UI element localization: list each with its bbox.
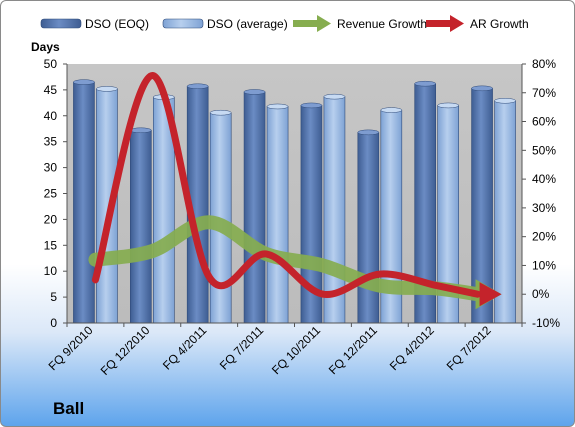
legend-ar-growth: AR Growth xyxy=(426,15,529,32)
bar-body xyxy=(494,100,516,324)
left-tick-label: 5 xyxy=(50,290,57,304)
legend-label: DSO (average) xyxy=(207,17,288,31)
legend-revenue-growth: Revenue Growth xyxy=(293,15,427,32)
bar-cap xyxy=(357,129,380,136)
bar-cap xyxy=(243,89,266,95)
bar-cap xyxy=(471,85,493,92)
legend: DSO (EOQ) DSO (average) Revenue Growth AR G… xyxy=(40,15,529,32)
legend-arrow-shaft xyxy=(293,20,319,27)
bar-dso-eoq xyxy=(414,80,436,324)
bar-dso-average xyxy=(494,98,516,324)
bar-body xyxy=(243,91,266,324)
right-tick-label: 10% xyxy=(532,258,556,272)
bar-cap xyxy=(380,107,403,113)
left-tick-label: 20 xyxy=(44,212,58,226)
bar-body xyxy=(266,106,289,324)
left-tick-label: 30 xyxy=(44,161,58,175)
right-tick-label: 70% xyxy=(532,86,556,100)
left-tick-label: 25 xyxy=(44,187,58,201)
bar-cap xyxy=(323,93,346,100)
bar-cap xyxy=(96,86,118,92)
bar-dso-eoq xyxy=(243,89,266,324)
left-tick-label: 35 xyxy=(44,135,58,149)
bar-dso-eoq xyxy=(357,129,380,324)
bar-body xyxy=(130,130,152,324)
right-tick-label: 50% xyxy=(532,143,556,157)
legend-label: AR Growth xyxy=(470,17,529,31)
ar-growth-line xyxy=(91,72,482,298)
legend-dso-average: DSO (average) xyxy=(162,17,288,31)
legend-arrow-shaft xyxy=(426,20,452,27)
left-tick-label: 15 xyxy=(44,238,58,252)
right-tick-label: 20% xyxy=(532,230,556,244)
left-tick-label: 40 xyxy=(44,109,58,123)
ar-growth-line-arrowhead xyxy=(479,282,502,307)
bar-cap xyxy=(186,83,209,90)
bar-cap xyxy=(300,102,323,109)
x-tick-label: FQ 4/2011 xyxy=(160,323,210,373)
bar-cap xyxy=(494,98,516,104)
bar-cap xyxy=(73,79,95,85)
bar-cap xyxy=(209,109,232,116)
legend-swatch xyxy=(40,18,82,29)
legend-label: DSO (EOQ) xyxy=(85,17,149,31)
bar-cap xyxy=(266,103,289,110)
x-tick-label: FQ 9/2010 xyxy=(46,323,96,373)
x-tick-label: FQ 4/2012 xyxy=(387,323,437,373)
right-tick-label: 40% xyxy=(532,172,556,186)
left-tick-label: 10 xyxy=(44,264,58,278)
company-name: Ball xyxy=(53,399,85,418)
right-tick-label: 30% xyxy=(532,201,556,215)
bar-dso-average xyxy=(266,103,289,324)
right-tick-label: -10% xyxy=(532,316,560,330)
bar-body xyxy=(73,81,95,324)
right-tick-label: 0% xyxy=(532,287,550,301)
x-tick-label: FQ 7/2011 xyxy=(217,323,267,373)
right-tick-label: 60% xyxy=(532,115,556,129)
legend-dso-eoq: DSO (EOQ) xyxy=(40,17,149,31)
bar-dso-eoq xyxy=(130,127,152,324)
bar-cap xyxy=(414,80,436,87)
growth-lines xyxy=(88,72,502,310)
x-tick-label: FQ 10/2011 xyxy=(269,323,323,377)
revenue-growth-line xyxy=(88,215,485,302)
bar-cap xyxy=(130,127,152,134)
legend-arrow-head xyxy=(317,15,331,32)
legend-arrow-head xyxy=(450,15,464,32)
x-tick-label: FQ 7/2012 xyxy=(444,323,494,373)
left-tick-label: 0 xyxy=(50,316,57,330)
x-tick-label: FQ 12/2011 xyxy=(326,323,380,377)
bar-dso-eoq xyxy=(73,79,95,324)
bar-body xyxy=(357,132,380,324)
left-tick-label: 50 xyxy=(44,57,58,71)
y-axis-title: Days xyxy=(31,40,60,54)
legend-swatch xyxy=(162,18,204,29)
legend-label: Revenue Growth xyxy=(337,17,427,31)
x-tick-label: FQ 12/2010 xyxy=(98,323,153,378)
left-tick-label: 45 xyxy=(44,83,58,97)
right-tick-label: 80% xyxy=(532,57,556,71)
bar-dso-eoq xyxy=(471,85,493,324)
bar-cap xyxy=(437,102,459,109)
